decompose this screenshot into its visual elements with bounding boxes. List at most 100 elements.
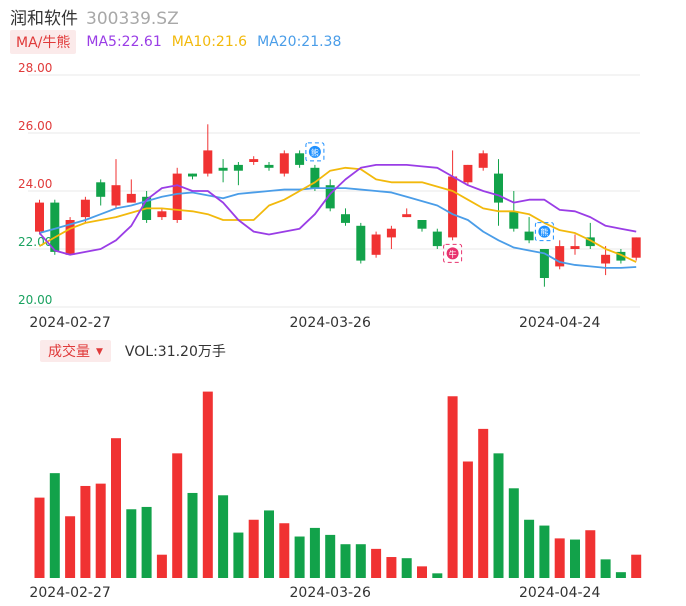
volume-bar[interactable] xyxy=(80,485,91,578)
candle[interactable] xyxy=(402,208,412,218)
volume-bar[interactable] xyxy=(401,558,412,578)
volume-bar[interactable] xyxy=(264,510,274,578)
candle[interactable] xyxy=(96,179,106,206)
volume-bar[interactable] xyxy=(462,461,473,579)
ma10-label: MA10:21.6 xyxy=(171,34,248,50)
candle[interactable] xyxy=(142,191,152,223)
candle[interactable] xyxy=(188,173,197,180)
volume-bar[interactable] xyxy=(309,527,320,578)
volume-bar[interactable] xyxy=(340,544,351,578)
candle[interactable] xyxy=(417,220,427,232)
volume-bar[interactable] xyxy=(156,554,167,578)
candle-body xyxy=(126,193,136,203)
candle[interactable] xyxy=(524,217,534,244)
volume-bar[interactable] xyxy=(233,532,244,578)
volume-bar[interactable] xyxy=(95,483,106,578)
volume-bar[interactable] xyxy=(631,554,642,578)
candle[interactable] xyxy=(35,199,44,235)
candle[interactable] xyxy=(111,159,121,209)
candle[interactable] xyxy=(203,124,213,177)
volume-bar[interactable] xyxy=(508,488,519,578)
candle[interactable] xyxy=(585,222,595,249)
candle[interactable] xyxy=(616,249,626,264)
candle[interactable] xyxy=(126,179,136,203)
volume-bar[interactable] xyxy=(524,519,535,578)
volume-bar[interactable] xyxy=(141,506,152,578)
candle[interactable] xyxy=(631,237,641,261)
candle[interactable] xyxy=(341,208,350,226)
volume-bar[interactable] xyxy=(478,428,489,578)
candle[interactable] xyxy=(463,164,473,186)
volume-bar[interactable] xyxy=(325,534,336,578)
candle[interactable] xyxy=(50,199,60,255)
volume-bar[interactable] xyxy=(279,523,290,578)
candle[interactable] xyxy=(264,162,274,171)
volume-bar[interactable] xyxy=(539,525,550,578)
volume-bar[interactable] xyxy=(615,572,626,578)
candle[interactable] xyxy=(218,159,228,183)
candle[interactable] xyxy=(539,249,549,287)
volume-bar[interactable] xyxy=(187,492,198,578)
stock-header: 润和软件 300339.SZ xyxy=(10,4,179,29)
candle[interactable] xyxy=(432,228,442,249)
candle[interactable] xyxy=(555,240,565,270)
volume-bar[interactable] xyxy=(447,396,458,578)
volume-bar[interactable] xyxy=(172,453,183,578)
ma-legend: MA/牛熊 MA5:22.61 MA10:21.6 MA20:21.38 xyxy=(10,30,341,54)
candle-body xyxy=(509,211,519,229)
volume-bar[interactable] xyxy=(202,391,213,578)
volume-bar[interactable] xyxy=(355,544,366,578)
volume-bar[interactable] xyxy=(570,539,580,578)
candle[interactable] xyxy=(249,156,259,165)
volume-bar[interactable] xyxy=(49,473,60,578)
candle-body xyxy=(585,237,595,247)
volume-bar[interactable] xyxy=(386,557,397,578)
candle-body xyxy=(50,202,60,252)
candle[interactable] xyxy=(448,150,458,241)
candle-body xyxy=(478,153,488,168)
candle[interactable] xyxy=(295,150,305,168)
candle[interactable] xyxy=(279,150,289,177)
volume-bar[interactable] xyxy=(600,559,611,578)
svg-text:牛: 牛 xyxy=(449,249,457,259)
candle[interactable] xyxy=(233,162,243,186)
candle[interactable] xyxy=(310,164,320,191)
volume-bar[interactable] xyxy=(34,497,45,578)
volume-bar[interactable] xyxy=(248,519,259,578)
candle[interactable] xyxy=(371,231,381,258)
candle-body xyxy=(203,150,213,174)
candle[interactable] xyxy=(157,208,167,220)
bear-marker-icon[interactable]: 熊 xyxy=(534,222,554,242)
caret-down-icon: ▼ xyxy=(96,347,103,357)
volume-bar[interactable] xyxy=(111,438,121,578)
candle[interactable] xyxy=(494,159,503,226)
volume-bar[interactable] xyxy=(294,536,305,578)
candle[interactable] xyxy=(478,150,488,171)
volume-bar[interactable] xyxy=(585,530,596,578)
y-tick-label: 28.00 xyxy=(18,61,52,75)
candle[interactable] xyxy=(80,196,90,223)
volume-bar[interactable] xyxy=(218,495,229,578)
volume-bar[interactable] xyxy=(65,516,76,578)
candle[interactable] xyxy=(65,217,75,255)
candle[interactable] xyxy=(601,246,611,276)
volume-bar[interactable] xyxy=(126,509,137,578)
bull-marker-icon[interactable]: 牛 xyxy=(443,243,463,263)
candle[interactable] xyxy=(570,234,580,255)
ma-indicator-tab[interactable]: MA/牛熊 xyxy=(10,30,77,54)
volume-bar[interactable] xyxy=(371,548,382,578)
volume-bar[interactable] xyxy=(417,566,427,578)
candle[interactable] xyxy=(386,225,396,249)
y-tick-label: 20.00 xyxy=(18,293,52,307)
candle[interactable] xyxy=(356,222,366,264)
x-tick-label: 2024-04-24 xyxy=(519,315,600,330)
volume-indicator-dropdown[interactable]: 成交量 ▼ xyxy=(40,340,111,362)
candle-body xyxy=(96,182,106,197)
volume-bar[interactable] xyxy=(493,453,504,578)
volume-bar[interactable] xyxy=(554,538,565,578)
candle-body xyxy=(371,234,381,255)
stock-name: 润和软件 xyxy=(10,9,78,29)
bear-marker-icon[interactable]: 熊 xyxy=(305,142,325,162)
volume-bar[interactable] xyxy=(432,573,443,578)
candle[interactable] xyxy=(172,167,182,223)
